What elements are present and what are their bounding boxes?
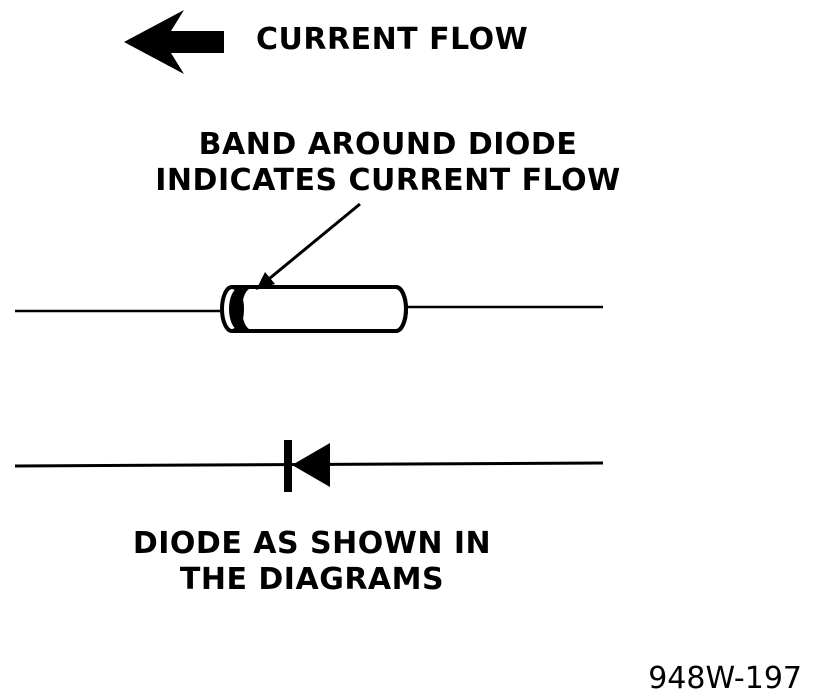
schematic-caption-line2: THE DIAGRAMS [179, 562, 445, 597]
physical-diode [15, 285, 603, 333]
cathode-band [229, 288, 252, 330]
diode-body [220, 285, 408, 333]
band-callout-line2: INDICATES CURRENT FLOW [155, 163, 621, 198]
current-flow-label: CURRENT FLOW [256, 22, 529, 57]
left-arrow-icon [124, 10, 224, 74]
schematic-diode [14, 440, 604, 492]
callout-arrow [256, 202, 361, 290]
diode-triangle [292, 443, 330, 487]
schematic-caption-line1: DIODE AS SHOWN IN [132, 526, 492, 561]
cathode-bar [284, 440, 292, 492]
band-callout-line1: BAND AROUND DIODE [198, 127, 578, 162]
figure-id: 948W-197 [648, 661, 802, 696]
